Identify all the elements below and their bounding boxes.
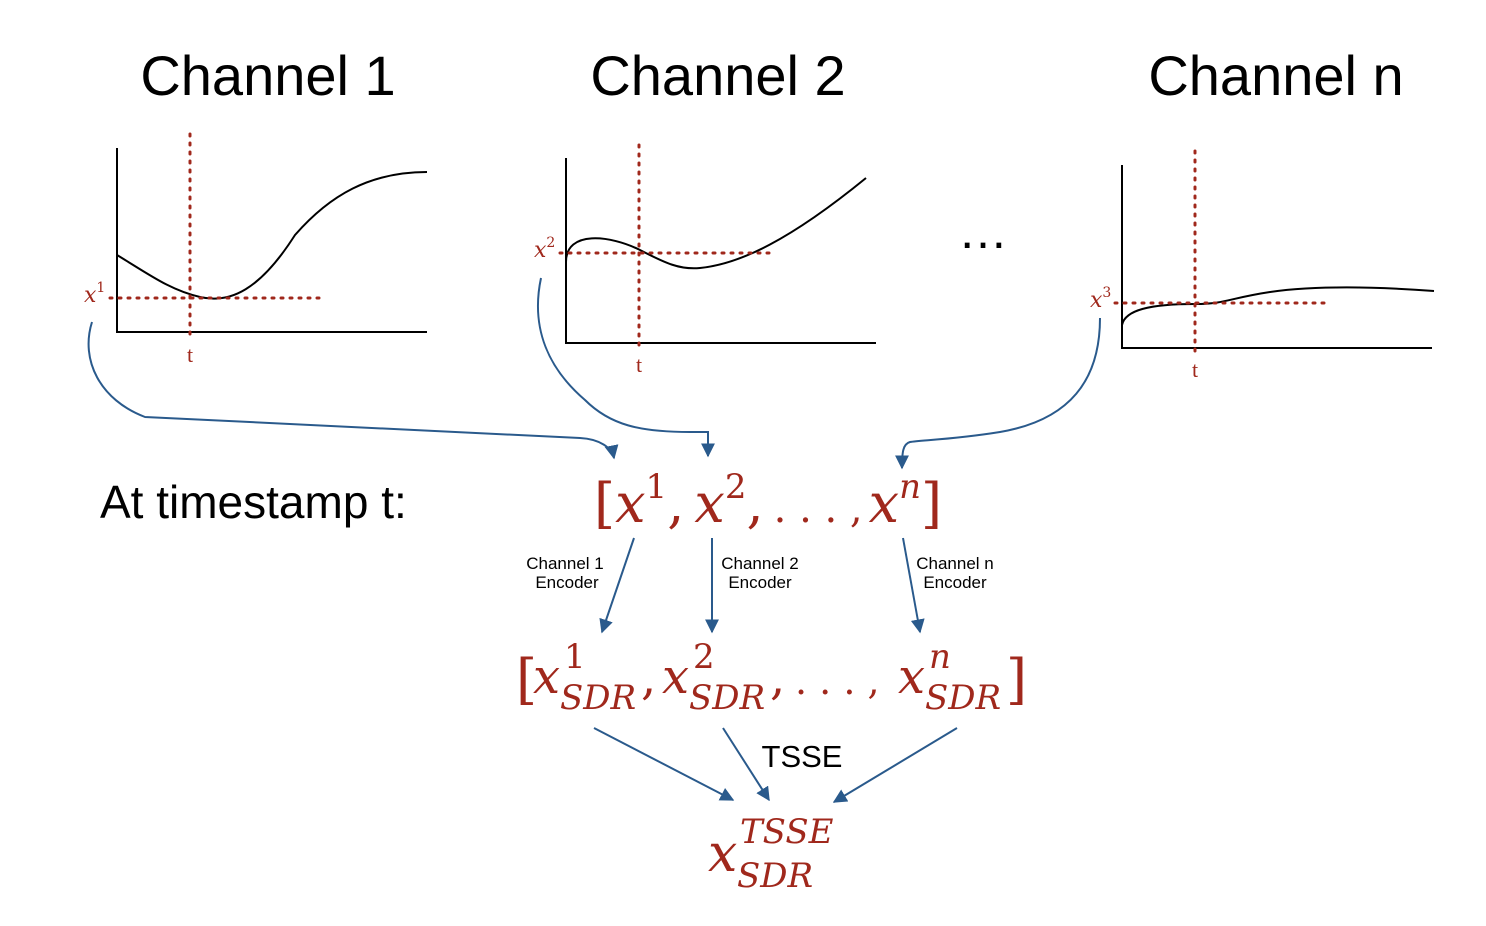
channel-n-plot: t x3 — [1090, 149, 1435, 382]
channel-n-title: Channel n — [1148, 44, 1403, 107]
sdr-2-base: x — [662, 649, 689, 705]
channel-2-to-vector-arrow — [537, 277, 715, 458]
channel-2-title: Channel 2 — [590, 44, 845, 107]
encoder-2-label-line2: Encoder — [728, 573, 792, 592]
encoder-1-label-line2: Encoder — [535, 573, 599, 592]
tsse-result: x TSSE SDR — [708, 812, 834, 896]
result-base: x — [708, 824, 737, 884]
sdr-dots: . . . , — [795, 659, 880, 703]
sdr-1-sub: SDR — [560, 678, 636, 718]
encoder-1-arrow — [599, 537, 635, 634]
channel-1-value-label: x1 — [84, 280, 105, 308]
encoder-n-label-line1: Channel n — [916, 554, 994, 573]
sdr-open-bracket: [ — [516, 648, 537, 711]
channel-1-plot: t x1 — [84, 132, 428, 367]
sdr-2-sup: 2 — [693, 637, 715, 677]
sdr-vector: [ x 1 SDR , x 2 SDR , . . . , x n SDR ] — [516, 637, 1027, 718]
encoder-n-label-line2: Encoder — [923, 573, 987, 592]
sdr-2-sub: SDR — [689, 678, 765, 718]
channel-n-to-vector-arrow — [895, 317, 1101, 470]
sdr-n-sub: SDR — [925, 678, 1001, 718]
tsse-arrow-middle — [722, 727, 770, 802]
sdr-1-sep: , — [641, 650, 656, 706]
channel-2-value-label: x2 — [534, 235, 555, 263]
sdr-close-bracket: ] — [1006, 648, 1027, 711]
channel-n-axes — [1121, 165, 1432, 349]
result-sub: SDR — [737, 856, 813, 896]
channel-2-plot: t x2 — [534, 143, 876, 377]
result-sup: TSSE — [740, 812, 834, 852]
channel-1-to-vector-arrow — [87, 321, 619, 460]
channel-n-time-label: t — [1192, 357, 1198, 382]
sdr-n-base: x — [898, 649, 925, 705]
encoder-2-label-line1: Channel 2 — [721, 554, 799, 573]
channel-1-title: Channel 1 — [140, 44, 395, 107]
channel-2-time-label: t — [636, 352, 642, 377]
timestamp-label: At timestamp t: — [100, 476, 407, 528]
channel-n-value-label: x3 — [1090, 285, 1111, 313]
channel-1-time-label: t — [187, 342, 193, 367]
value-vector: [x1, x2,. . . , xn] — [594, 467, 942, 535]
encoder-n-arrow — [902, 537, 925, 634]
tsse-label: TSSE — [762, 739, 843, 774]
more-channels-ellipsis: … — [958, 203, 1008, 259]
channel-2-axes — [565, 158, 876, 344]
sdr-2-sep: , — [770, 650, 785, 706]
channel-1-curve — [116, 171, 428, 300]
tsse-arrow-right — [832, 727, 958, 803]
sdr-1-sup: 1 — [564, 637, 586, 677]
tsse-arrow-left — [593, 727, 735, 801]
encoder-1-label-line1: Channel 1 — [526, 554, 604, 573]
sdr-1-base: x — [533, 649, 560, 705]
channel-2-curve — [565, 177, 867, 270]
sdr-n-sup: n — [929, 637, 951, 677]
channel-n-curve — [1121, 286, 1435, 326]
channel-1-axes — [116, 148, 427, 333]
